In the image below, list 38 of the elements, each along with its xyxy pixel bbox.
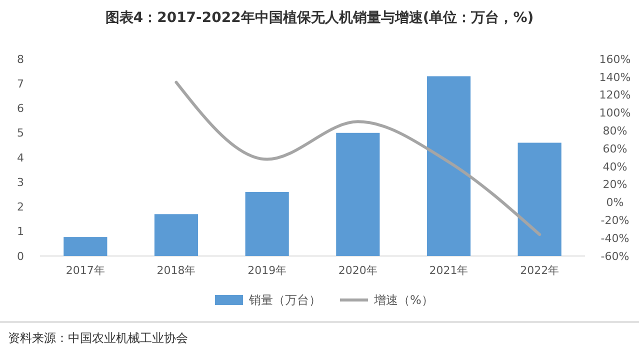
legend-label: 增速（%） (373, 293, 434, 308)
x-tick-label: 2019年 (248, 264, 287, 277)
y2-tick-label: -20% (600, 214, 630, 228)
y2-tick-label: -60% (600, 250, 630, 263)
bar (518, 142, 562, 256)
y-tick-label: 7 (17, 77, 24, 90)
y-tick-label: 4 (17, 151, 24, 164)
x-tick-label: 2020年 (338, 264, 378, 277)
y2-tick-label: -40% (600, 232, 630, 245)
y-tick-label: 1 (17, 225, 24, 238)
bar (154, 214, 198, 256)
y2-tick-label: 100% (599, 106, 631, 120)
bar (336, 132, 380, 256)
x-tick-label: 2022年 (520, 264, 560, 277)
y-tick-label: 3 (17, 176, 24, 189)
y2-tick-label: 20% (602, 178, 628, 192)
y2-tick-label: 60% (602, 142, 628, 156)
y2-tick-label: 160% (599, 52, 631, 66)
y-tick-label: 5 (17, 126, 24, 140)
bar (64, 237, 108, 256)
x-tick-label: 2017年 (66, 264, 105, 277)
line-series (174, 80, 542, 236)
y2-tick-label: 80% (602, 124, 628, 138)
y2-tick-label: 120% (599, 88, 631, 102)
y-tick-label: 6 (17, 102, 24, 116)
x-tick-label: 2018年 (156, 264, 196, 277)
legend-label: 销量（万台） (248, 293, 321, 308)
y2-tick-label: 0% (606, 196, 624, 210)
x-tick-label: 2021年 (429, 264, 468, 277)
bar (426, 76, 471, 256)
bar (245, 192, 289, 256)
y-tick-label: 8 (17, 52, 24, 66)
y2-tick-label: 140% (599, 70, 631, 84)
chart-title: 图表4：2017-2022年中国植保无人机销量与增速(单位：万台，%) (105, 10, 534, 26)
text: 资料来源：中国农业机械工业协会 (8, 331, 188, 345)
y2-tick-label: 40% (602, 160, 628, 174)
y-tick-label: 0 (17, 250, 24, 263)
y-tick-label: 2 (17, 200, 24, 214)
